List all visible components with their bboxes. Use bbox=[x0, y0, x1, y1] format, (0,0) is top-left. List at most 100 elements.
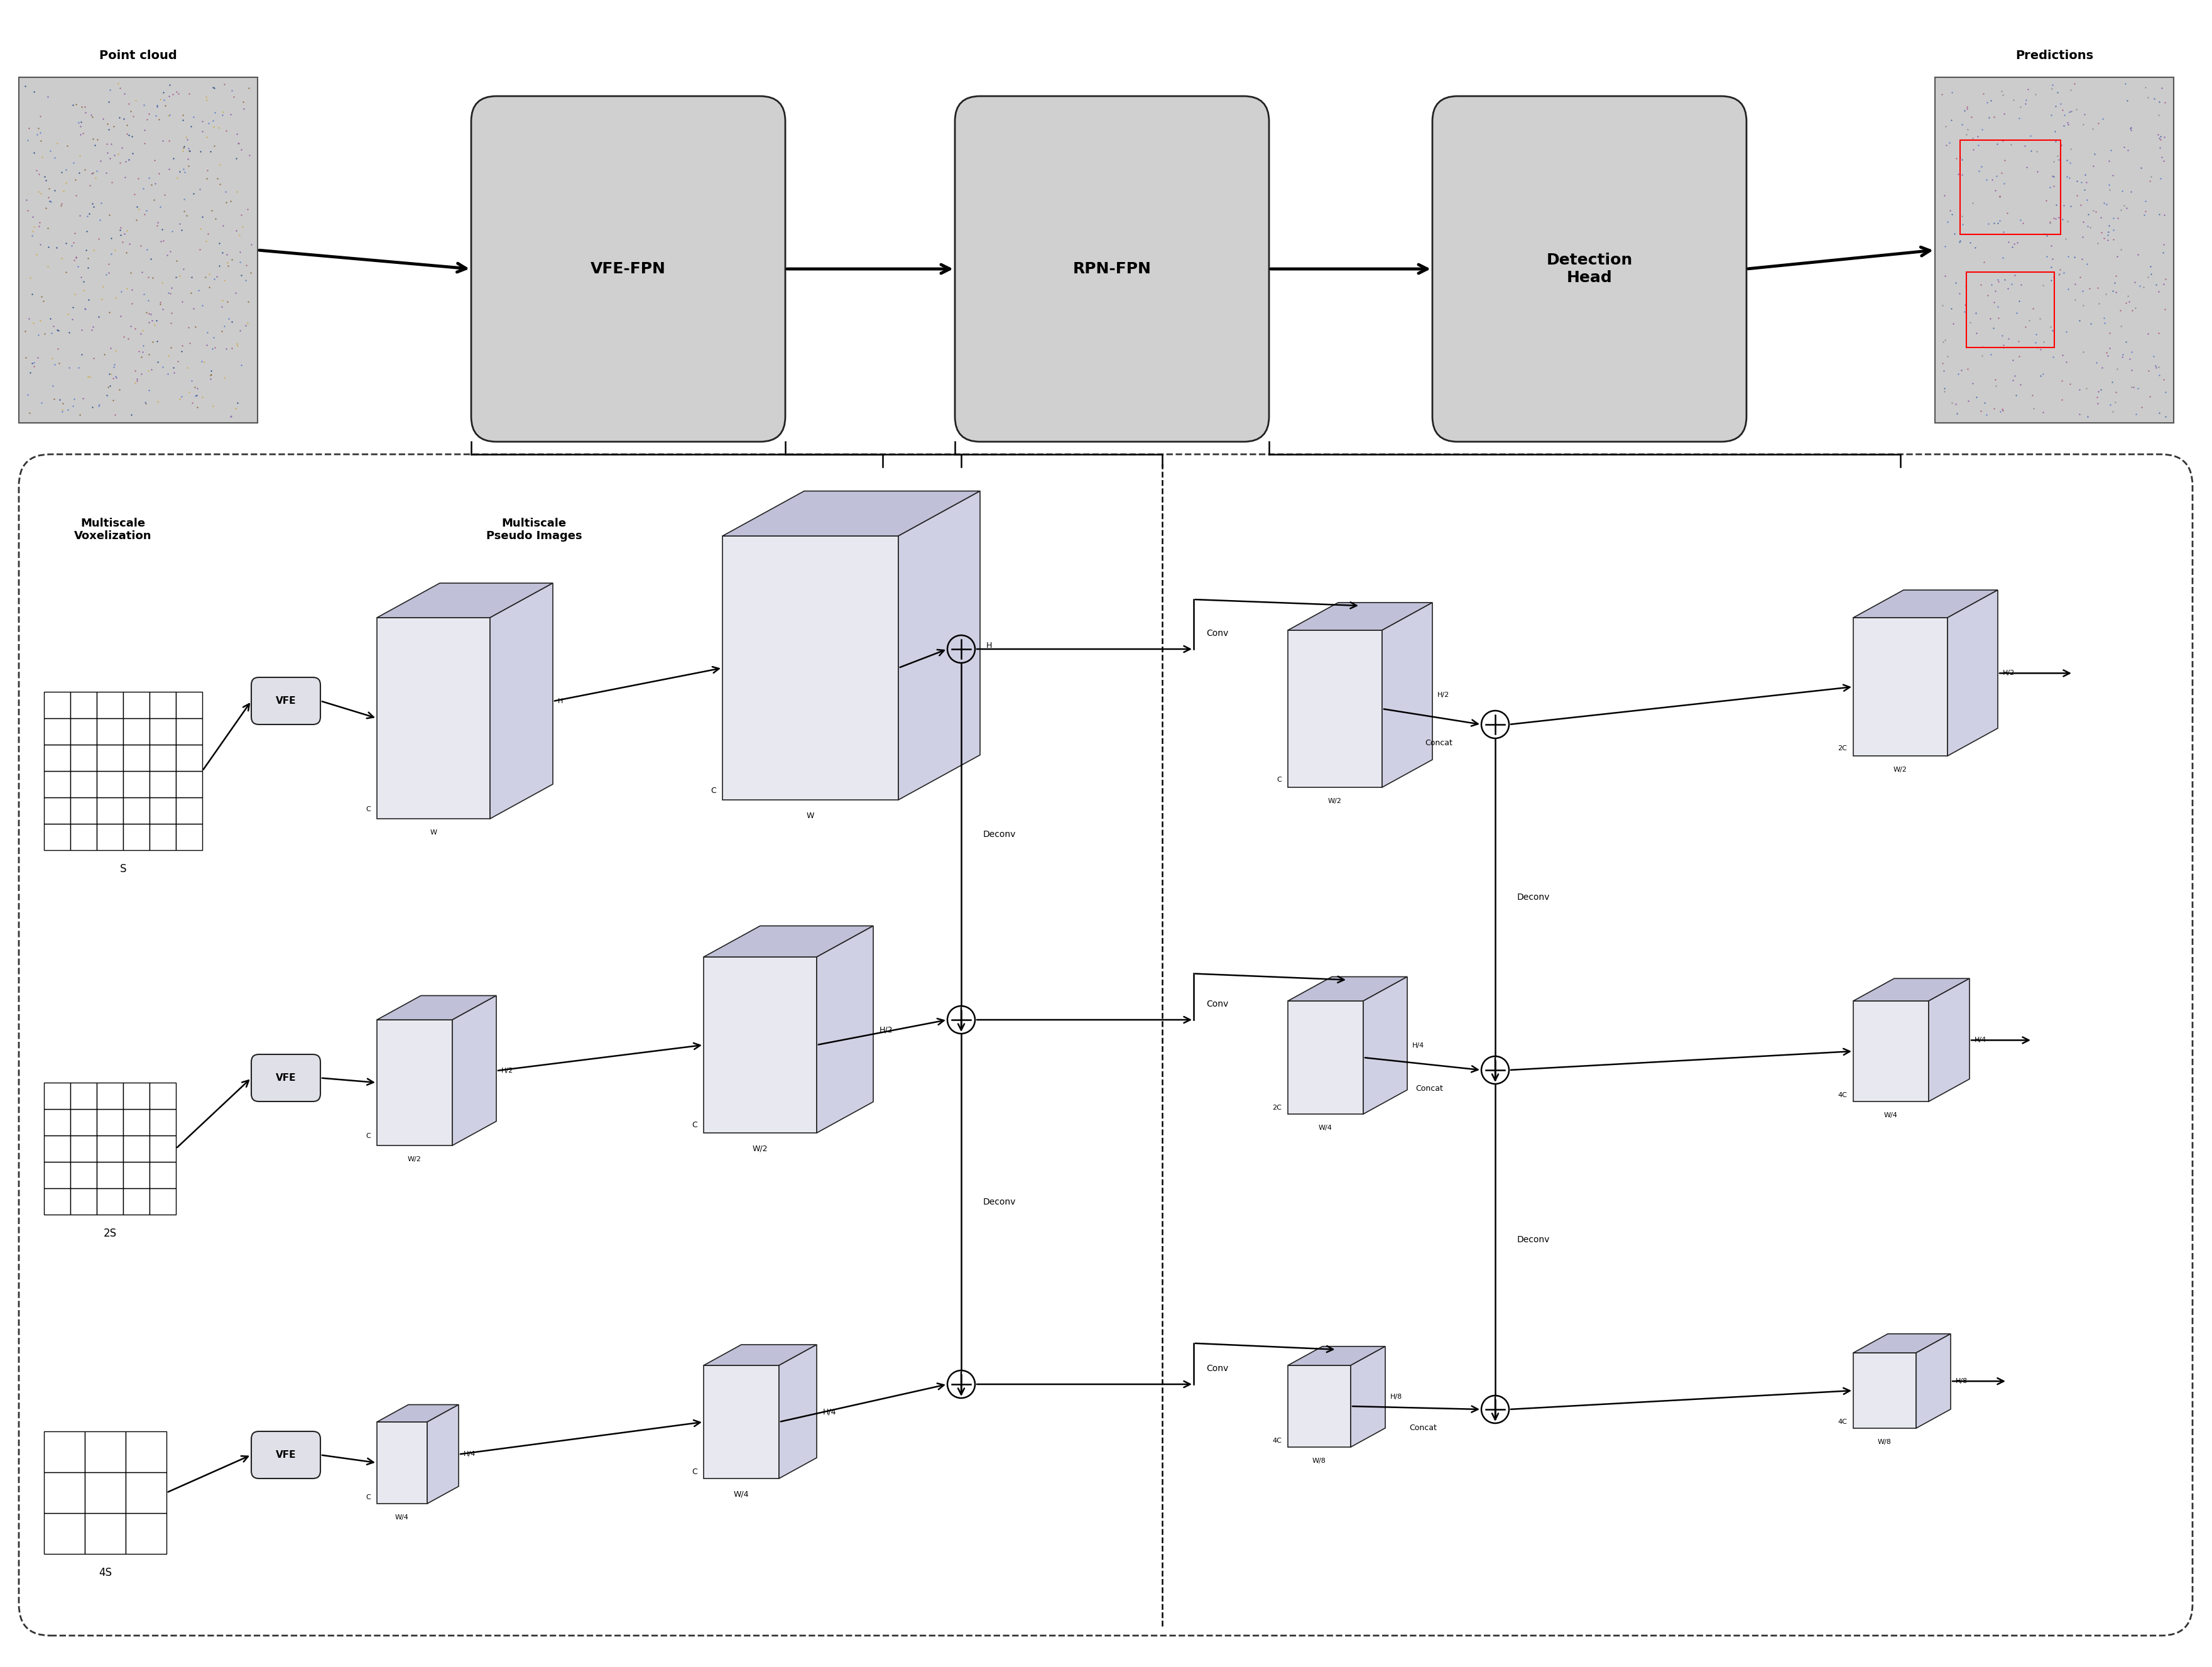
Polygon shape bbox=[1854, 1000, 1929, 1102]
Bar bbox=[71, 718, 97, 745]
Bar bbox=[1936, 77, 2174, 423]
Text: Concat: Concat bbox=[1416, 1085, 1442, 1094]
Bar bbox=[150, 823, 177, 850]
Text: Predictions: Predictions bbox=[2015, 50, 2093, 62]
Text: H/8: H/8 bbox=[1955, 1379, 1969, 1384]
Text: W: W bbox=[807, 812, 814, 820]
Bar bbox=[44, 1514, 84, 1554]
Polygon shape bbox=[1363, 977, 1407, 1114]
Text: Deconv: Deconv bbox=[1517, 894, 1551, 902]
Bar bbox=[150, 718, 177, 745]
Polygon shape bbox=[1352, 1347, 1385, 1447]
Text: Concat: Concat bbox=[1425, 738, 1453, 747]
Text: C: C bbox=[365, 1134, 372, 1139]
Text: H/8: H/8 bbox=[1391, 1394, 1402, 1400]
Bar bbox=[97, 1109, 124, 1135]
Text: H/4: H/4 bbox=[1975, 1037, 1986, 1044]
Polygon shape bbox=[376, 1020, 451, 1145]
Text: H/4: H/4 bbox=[1411, 1042, 1425, 1049]
Text: W: W bbox=[429, 830, 438, 835]
Bar bbox=[97, 692, 124, 718]
Text: VFE: VFE bbox=[276, 697, 296, 705]
Bar bbox=[97, 1162, 124, 1189]
Text: C: C bbox=[365, 1494, 372, 1500]
Polygon shape bbox=[376, 995, 495, 1020]
Polygon shape bbox=[703, 957, 816, 1134]
Text: H/4: H/4 bbox=[465, 1452, 476, 1457]
Bar bbox=[126, 1514, 166, 1554]
Text: 2C: 2C bbox=[1272, 1105, 1281, 1110]
Bar bbox=[71, 745, 97, 770]
Polygon shape bbox=[1382, 602, 1433, 787]
Text: 4C: 4C bbox=[1272, 1437, 1281, 1444]
Bar bbox=[44, 1472, 84, 1514]
Bar bbox=[97, 770, 124, 797]
Text: VFE: VFE bbox=[276, 1074, 296, 1082]
Text: S: S bbox=[119, 864, 126, 875]
Text: Deconv: Deconv bbox=[982, 830, 1015, 839]
Bar bbox=[126, 1472, 166, 1514]
Text: Conv: Conv bbox=[1206, 1364, 1228, 1374]
Bar bbox=[177, 797, 201, 823]
Text: W/2: W/2 bbox=[407, 1157, 422, 1162]
Text: C: C bbox=[692, 1469, 697, 1477]
FancyBboxPatch shape bbox=[1433, 97, 1747, 442]
Text: W/4: W/4 bbox=[1318, 1125, 1332, 1130]
Polygon shape bbox=[1287, 602, 1433, 630]
Bar bbox=[71, 1162, 97, 1189]
Bar bbox=[150, 797, 177, 823]
Bar bbox=[124, 1109, 150, 1135]
Polygon shape bbox=[1916, 1334, 1951, 1429]
Text: Detection
Head: Detection Head bbox=[1546, 253, 1632, 285]
Text: W/4: W/4 bbox=[734, 1490, 750, 1499]
Bar bbox=[124, 1162, 150, 1189]
Text: VFE: VFE bbox=[276, 1450, 296, 1460]
FancyBboxPatch shape bbox=[252, 1054, 321, 1102]
Bar bbox=[71, 1082, 97, 1109]
Bar bbox=[150, 1135, 177, 1162]
Text: C: C bbox=[365, 807, 372, 812]
FancyBboxPatch shape bbox=[956, 97, 1270, 442]
Bar bbox=[44, 1162, 71, 1189]
Polygon shape bbox=[898, 492, 980, 800]
Bar bbox=[124, 718, 150, 745]
Bar bbox=[150, 1162, 177, 1189]
Text: C: C bbox=[1276, 777, 1281, 783]
FancyBboxPatch shape bbox=[471, 97, 785, 442]
Text: H/4: H/4 bbox=[823, 1407, 836, 1415]
Polygon shape bbox=[703, 1345, 816, 1365]
Bar bbox=[84, 1514, 126, 1554]
Polygon shape bbox=[1854, 1354, 1916, 1429]
Bar bbox=[71, 692, 97, 718]
Text: H/2: H/2 bbox=[880, 1025, 894, 1034]
Text: 2C: 2C bbox=[1838, 745, 1847, 752]
Text: Multiscale
Pseudo Images: Multiscale Pseudo Images bbox=[487, 517, 582, 542]
Bar bbox=[97, 745, 124, 770]
Polygon shape bbox=[1854, 1334, 1951, 1354]
Text: H: H bbox=[557, 698, 564, 705]
Bar bbox=[71, 823, 97, 850]
Bar bbox=[124, 1135, 150, 1162]
Bar bbox=[150, 745, 177, 770]
Bar bbox=[97, 718, 124, 745]
Polygon shape bbox=[1854, 618, 1947, 755]
Bar bbox=[44, 718, 71, 745]
Bar bbox=[177, 745, 201, 770]
Bar bbox=[71, 797, 97, 823]
Text: W/8: W/8 bbox=[1878, 1439, 1891, 1445]
Bar bbox=[124, 770, 150, 797]
Polygon shape bbox=[1287, 977, 1407, 1000]
Bar bbox=[97, 1189, 124, 1215]
Bar bbox=[1966, 272, 2055, 347]
Bar bbox=[44, 1432, 84, 1472]
Bar bbox=[97, 823, 124, 850]
Bar bbox=[124, 692, 150, 718]
Text: Concat: Concat bbox=[1409, 1424, 1438, 1432]
Bar bbox=[124, 1082, 150, 1109]
Polygon shape bbox=[376, 618, 491, 818]
Bar bbox=[1960, 140, 2062, 235]
Bar bbox=[124, 745, 150, 770]
Polygon shape bbox=[1947, 590, 1997, 755]
Polygon shape bbox=[703, 1365, 779, 1479]
Polygon shape bbox=[491, 583, 553, 818]
